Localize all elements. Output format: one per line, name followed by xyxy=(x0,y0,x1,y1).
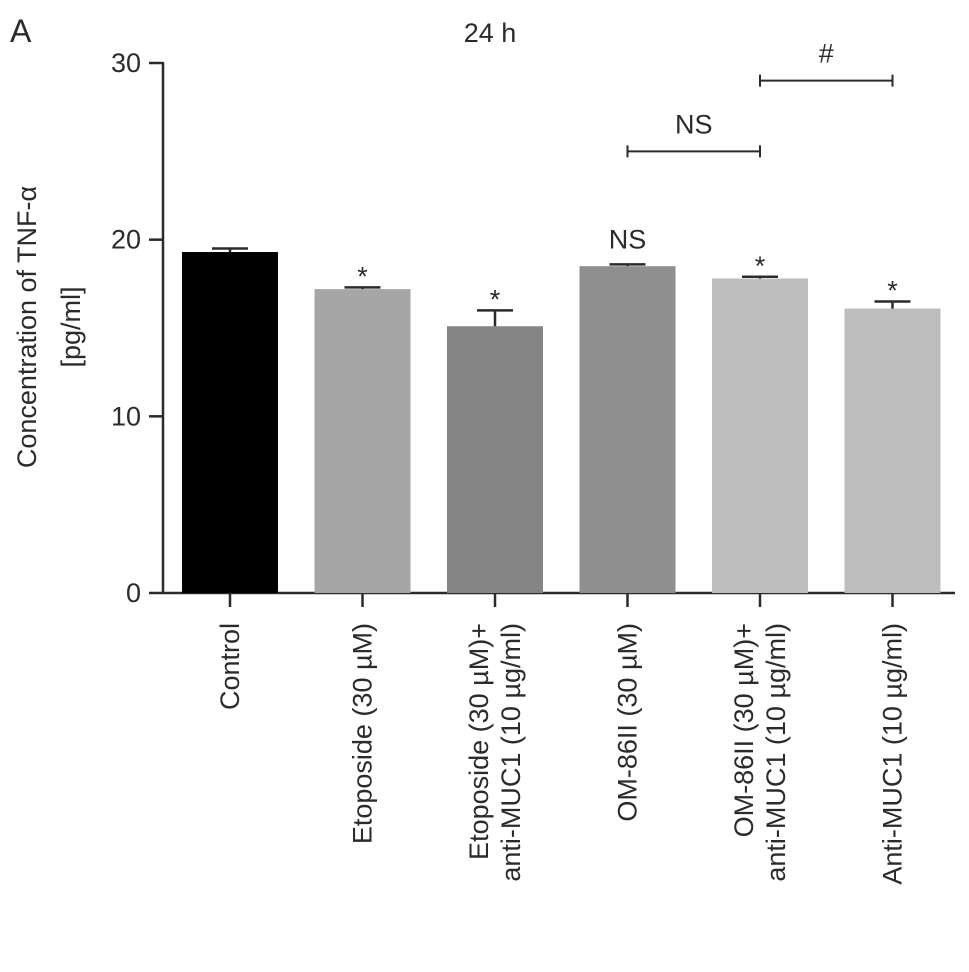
significance-label: * xyxy=(357,261,368,291)
y-tick-label: 30 xyxy=(111,48,141,78)
bar xyxy=(844,308,941,593)
category-label: anti-MUC1 (10 µg/ml) xyxy=(761,623,791,882)
category-label: Etoposide (30 µM) xyxy=(348,623,378,844)
plot-area: 0 10 20 30 Control * Etoposide (30 µM) * Etoposi… xyxy=(111,39,955,885)
category-label: anti-MUC1 (10 µg/ml) xyxy=(496,623,526,882)
category-label: OM-86II (30 µM) xyxy=(613,623,643,822)
y-tick-label: 10 xyxy=(111,401,141,431)
category-label: Etoposide (30 µM)+ xyxy=(464,623,494,860)
y-axis-label-line1: Concentration of TNF-α xyxy=(12,186,42,468)
comparison-label: # xyxy=(819,39,834,69)
bar xyxy=(579,266,676,593)
bar xyxy=(314,289,411,593)
bar xyxy=(712,278,808,593)
bar xyxy=(447,326,543,593)
category-label: Control xyxy=(215,623,245,710)
panel-label: A xyxy=(10,13,32,49)
significance-label: * xyxy=(490,284,501,314)
y-tick-label: 0 xyxy=(126,578,141,608)
chart-title: 24 h xyxy=(464,18,517,48)
category-label: OM-86II (30 µM)+ xyxy=(729,623,759,837)
y-axis-label-line2: [pg/ml] xyxy=(56,286,86,367)
bar xyxy=(182,252,278,594)
significance-label: NS xyxy=(609,224,647,254)
comparison-label: NS xyxy=(675,109,713,139)
significance-label: * xyxy=(887,276,898,306)
category-label: Anti-MUC1 (10 µg/ml) xyxy=(878,623,908,885)
y-tick-label: 20 xyxy=(111,225,141,255)
significance-label: * xyxy=(755,251,766,281)
y-axis-label: Concentration of TNF-α [pg/ml] xyxy=(12,186,86,468)
